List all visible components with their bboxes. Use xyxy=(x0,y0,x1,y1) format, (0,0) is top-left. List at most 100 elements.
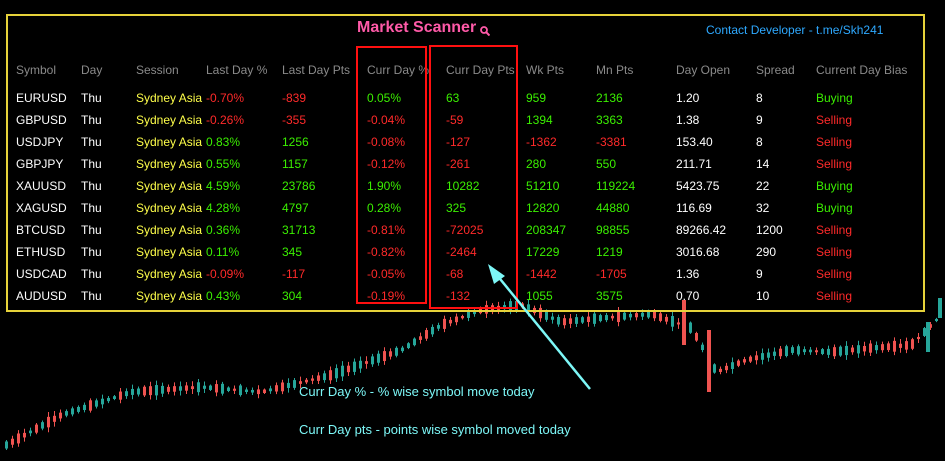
magnifier-icon[interactable] xyxy=(480,26,490,36)
candle-body xyxy=(269,388,272,392)
cell-curr-day-pct: 1.90% xyxy=(367,179,402,193)
candle-body xyxy=(251,389,254,393)
candle-body xyxy=(137,388,140,395)
candle-body xyxy=(83,404,86,411)
cell-wk-pts: 51210 xyxy=(526,179,560,193)
candle-body xyxy=(695,333,698,341)
cell-day: Thu xyxy=(81,267,102,281)
candle-body xyxy=(239,385,242,396)
candle-body xyxy=(485,305,488,314)
cell-curr-day-pts: -2464 xyxy=(446,245,477,259)
cell-curr-day-pct: -0.05% xyxy=(367,267,406,281)
cell-last-day-pts: 31713 xyxy=(282,223,316,237)
cell-last-day-pct: -0.70% xyxy=(206,91,245,105)
candle-body xyxy=(329,370,332,381)
cell-spread: 8 xyxy=(756,91,763,105)
cell-session: Sydney Asia xyxy=(136,289,203,303)
cell-spread: 9 xyxy=(756,267,763,281)
candle-body xyxy=(455,316,458,323)
header-last-day-pct: Last Day % xyxy=(206,63,268,77)
candle-body xyxy=(653,311,656,319)
candle-body xyxy=(77,406,80,412)
cell-day-open: 0.70 xyxy=(676,289,700,303)
cell-wk-pts: 208347 xyxy=(526,223,567,237)
candle-body xyxy=(749,356,752,362)
candle-body xyxy=(755,355,758,361)
cell-last-day-pct: 4.28% xyxy=(206,201,241,215)
header-day: Day xyxy=(81,63,103,77)
cell-last-day-pts: 1256 xyxy=(282,135,309,149)
candle-body xyxy=(395,347,398,356)
candle-body xyxy=(89,400,92,411)
candle-body xyxy=(929,324,932,328)
cell-curr-day-pts: -132 xyxy=(446,289,471,303)
candle-body xyxy=(149,386,152,396)
contact-developer-link[interactable]: Contact Developer - t.me/Skh241 xyxy=(706,23,884,37)
cell-symbol: BTCUSD xyxy=(16,223,66,237)
candle-body xyxy=(893,340,896,352)
cell-symbol: AUDUSD xyxy=(16,289,67,303)
candle-body xyxy=(65,411,68,416)
candle-body xyxy=(443,318,446,329)
candle-body xyxy=(635,313,638,318)
cell-day: Thu xyxy=(81,223,102,237)
header-spread: Spread xyxy=(756,63,795,77)
candle-body xyxy=(11,438,14,445)
candle-body xyxy=(581,317,584,323)
candle-body xyxy=(779,348,782,357)
cell-curr-day-pct: 0.28% xyxy=(367,201,402,215)
candle-body xyxy=(926,322,930,352)
cell-current-day-bias: Selling xyxy=(816,113,853,127)
cell-session: Sydney Asia xyxy=(136,157,203,171)
candle-body xyxy=(323,373,326,381)
cell-curr-day-pts: -261 xyxy=(446,157,471,171)
candle-body xyxy=(59,412,62,419)
cell-day: Thu xyxy=(81,157,102,171)
cell-last-day-pts: -355 xyxy=(282,113,307,127)
candle-body xyxy=(839,346,842,356)
annotation-curr-day-pts: Curr Day pts - points wise symbol moved … xyxy=(299,422,571,437)
cell-mn-pts: 2136 xyxy=(596,91,623,105)
cell-last-day-pts: 304 xyxy=(282,289,303,303)
candle-body xyxy=(587,316,590,322)
cell-curr-day-pct: -0.81% xyxy=(367,223,406,237)
candle-body xyxy=(401,347,404,352)
candle-body xyxy=(569,318,572,324)
candle-body xyxy=(311,378,314,381)
cell-day: Thu xyxy=(81,135,102,149)
cell-day: Thu xyxy=(81,245,102,259)
candle-body xyxy=(845,345,848,356)
candle-body xyxy=(461,316,464,319)
candle-body xyxy=(917,336,920,340)
cell-wk-pts: 17229 xyxy=(526,245,560,259)
cell-current-day-bias: Selling xyxy=(816,223,853,237)
cell-last-day-pct: 4.59% xyxy=(206,179,241,193)
cell-spread: 10 xyxy=(756,289,770,303)
cell-last-day-pct: 0.43% xyxy=(206,289,241,303)
cell-day: Thu xyxy=(81,91,102,105)
candle-body xyxy=(725,365,728,371)
candle-body xyxy=(713,364,716,373)
candle-body xyxy=(341,365,344,377)
cell-last-day-pts: 4797 xyxy=(282,201,309,215)
candle-body xyxy=(809,349,812,353)
header-curr-day-pct: Curr Day % xyxy=(367,63,430,77)
cell-mn-pts: 98855 xyxy=(596,223,630,237)
candle-body xyxy=(227,387,230,392)
candle-body xyxy=(413,338,416,346)
candle-body xyxy=(899,343,902,348)
candle-body xyxy=(911,339,914,349)
cell-symbol: XAGUSD xyxy=(16,201,67,215)
cell-symbol: EURUSD xyxy=(16,91,67,105)
candle-body xyxy=(863,345,866,352)
candle-body xyxy=(791,347,794,353)
curr-day-pct-highlight xyxy=(356,46,427,304)
market-scanner-panel xyxy=(6,14,925,312)
candle-body xyxy=(707,330,711,392)
cell-curr-day-pct: -0.19% xyxy=(367,289,406,303)
candle-body xyxy=(113,396,116,399)
candle-body xyxy=(857,345,860,354)
cell-wk-pts: -1362 xyxy=(526,135,557,149)
